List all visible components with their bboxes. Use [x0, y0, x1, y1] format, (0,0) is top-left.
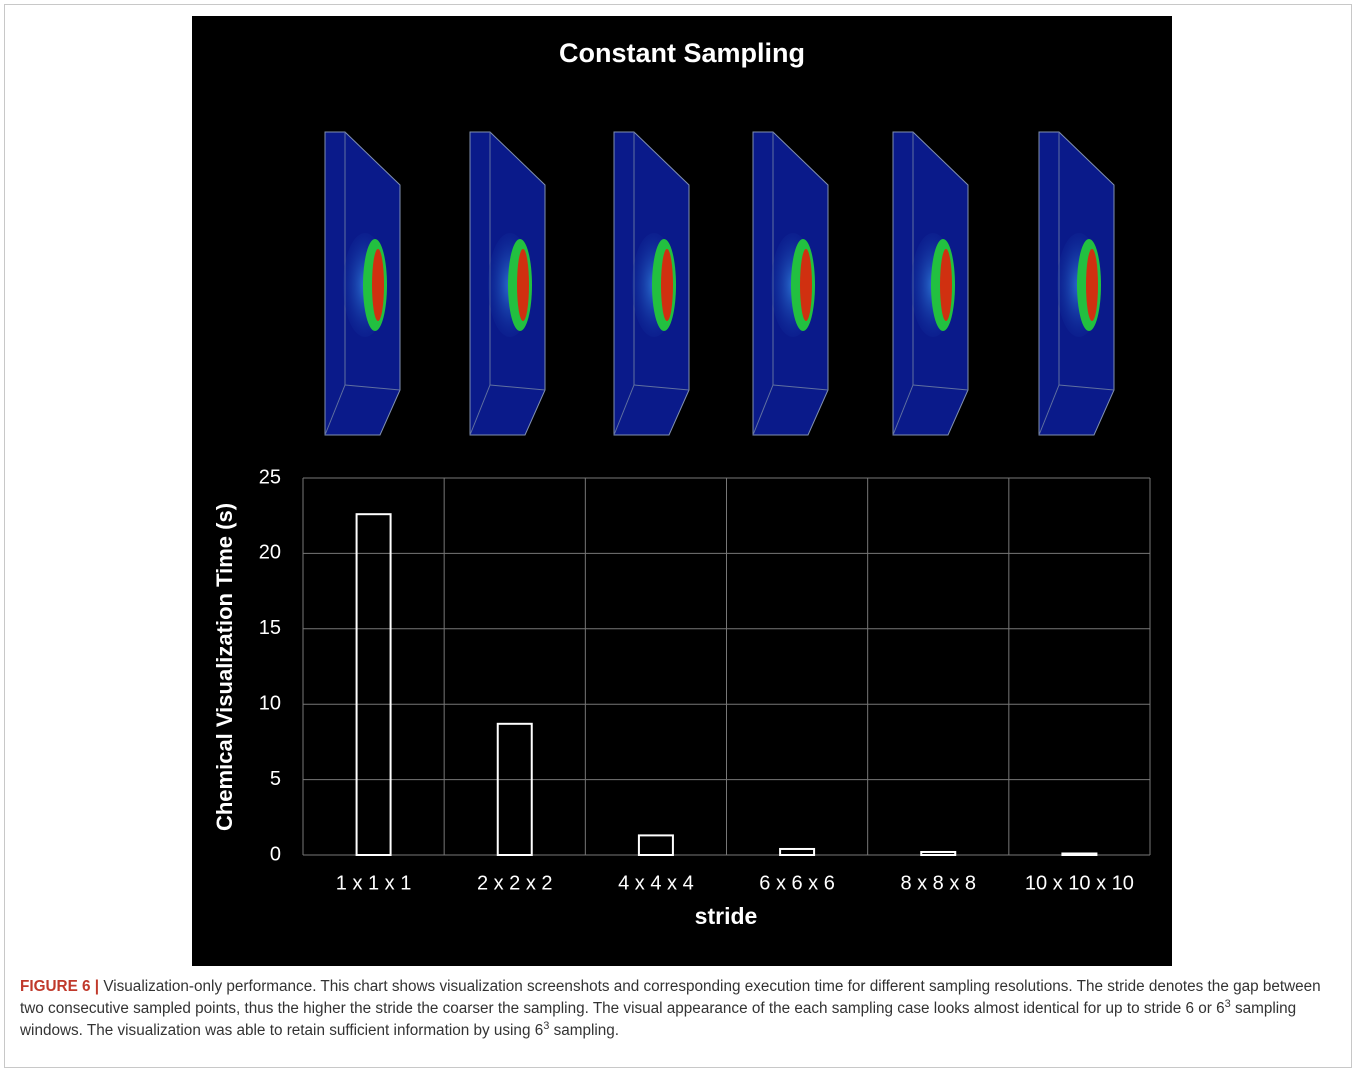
x-tick-label: 2 x 2 x 2: [477, 872, 553, 894]
y-tick-label: 5: [270, 768, 281, 790]
blob: [1086, 249, 1098, 321]
page: Constant Sampling Chemical Visualization…: [0, 0, 1358, 1078]
x-tick-label: 8 x 8 x 8: [900, 872, 976, 894]
y-tick-label: 15: [259, 617, 281, 639]
blob: [800, 249, 812, 321]
caption-text: Visualization-only performance. This cha…: [20, 978, 1321, 1017]
caption-label: FIGURE 6 |: [20, 978, 99, 995]
y-axis-label: Chemical Visualization Time (s): [212, 503, 237, 831]
x-tick-label: 10 x 10 x 10: [1025, 872, 1134, 894]
chart: Constant Sampling Chemical Visualization…: [0, 0, 1358, 970]
caption: FIGURE 6 | Visualization-only performanc…: [20, 976, 1342, 1042]
chart-title: Constant Sampling: [559, 38, 805, 68]
blob: [517, 249, 529, 321]
blob: [661, 249, 673, 321]
y-tick-label: 0: [270, 843, 281, 865]
blob: [372, 249, 384, 321]
y-tick-label: 20: [259, 542, 281, 564]
x-tick-label: 1 x 1 x 1: [336, 872, 412, 894]
caption-text: sampling.: [549, 1022, 619, 1039]
y-tick-label: 25: [259, 466, 281, 488]
x-tick-label: 4 x 4 x 4: [618, 872, 694, 894]
x-axis-label: stride: [695, 903, 758, 929]
blob: [940, 249, 952, 321]
y-tick-label: 10: [259, 692, 281, 714]
bar: [1062, 853, 1096, 855]
x-tick-label: 6 x 6 x 6: [759, 872, 835, 894]
